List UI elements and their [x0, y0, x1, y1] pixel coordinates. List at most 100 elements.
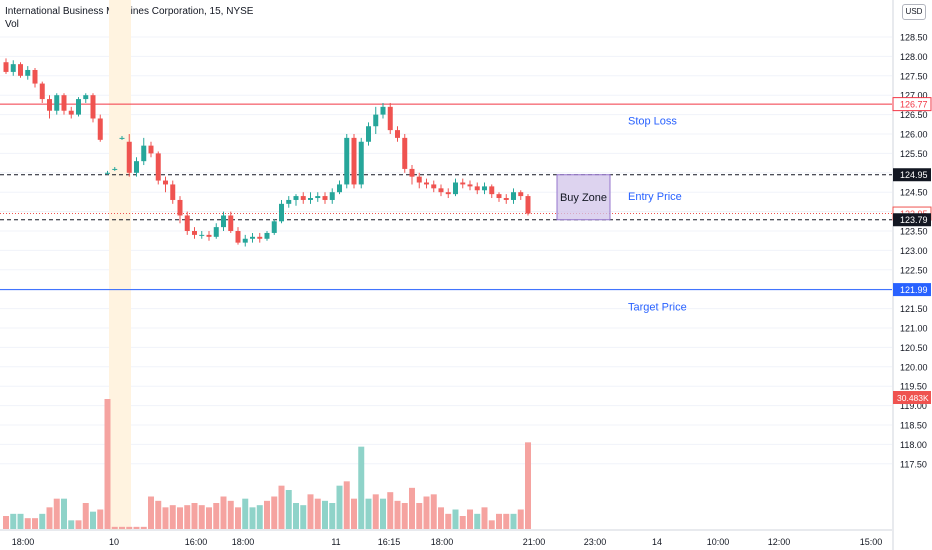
volume-bar: [416, 503, 423, 529]
candle-body: [351, 137, 357, 185]
price-tag-border: [892, 97, 932, 112]
candle-body: [32, 69, 38, 84]
volume-bar: [3, 516, 9, 529]
candle-body: [373, 114, 379, 127]
volume-bar: [365, 498, 372, 529]
candle-body: [511, 192, 516, 200]
candle-body: [344, 137, 350, 185]
candle-body: [25, 69, 31, 76]
time-tick-label: 18:00: [431, 537, 454, 547]
candle-body: [10, 64, 16, 72]
annotations: Stop Loss Entry Price Target Price: [628, 115, 687, 313]
volume-bar: [278, 485, 285, 529]
candle-body: [460, 182, 466, 185]
volume-bars: [3, 399, 531, 529]
time-tick-label: 10:00: [707, 537, 730, 547]
price-tag-text: 124.95: [900, 170, 928, 180]
price-tick-label: 126.00: [900, 130, 928, 140]
time-tick-label: 18:00: [232, 537, 255, 547]
candle-body: [271, 221, 277, 233]
volume-bar: [430, 494, 437, 529]
price-tag-bg: [893, 283, 931, 297]
candle-body: [380, 106, 386, 115]
candle-body: [525, 196, 531, 214]
volume-bar: [293, 503, 299, 529]
price-tick-label: 127.50: [900, 71, 928, 81]
candle-body: [482, 186, 487, 191]
candle-body: [119, 137, 125, 139]
candle-body: [141, 145, 147, 162]
price-tick-label: 119.00: [900, 401, 927, 411]
volume-bar: [242, 498, 249, 529]
candle-body: [170, 184, 176, 200]
candle-body: [235, 231, 241, 243]
volume-bar: [68, 520, 75, 529]
volume-bar: [82, 503, 89, 529]
candle-body: [279, 203, 284, 222]
candle-body: [90, 95, 96, 119]
volume-bar: [467, 509, 473, 529]
volume-bar: [503, 513, 510, 529]
volume-indicator-label[interactable]: Vol: [5, 19, 19, 30]
price-tick-label: 125.50: [900, 149, 928, 159]
currency-button[interactable]: USD: [902, 4, 926, 20]
volume-bar: [235, 507, 241, 529]
candle-body: [358, 141, 364, 185]
volume-bar: [140, 526, 147, 529]
candle-body: [76, 99, 81, 115]
candle-body: [337, 184, 342, 193]
time-axis[interactable]: 18:00 10 16:00 18:00 11 16:15 18:00 21:00 23:00 1…: [0, 529, 892, 547]
volume-bar: [264, 500, 270, 529]
candle-body: [105, 172, 110, 174]
time-tick-label: 16:00: [185, 537, 208, 547]
price-tick-label: 124.50: [900, 188, 928, 198]
candle-body: [83, 95, 89, 100]
volume-bar: [372, 494, 379, 529]
volume-bar: [46, 507, 53, 529]
candle-body: [155, 153, 161, 181]
candle-body: [402, 137, 408, 169]
buy-zone[interactable]: Buy Zone: [556, 174, 611, 221]
volume-bar: [10, 513, 17, 529]
time-tick-label: 15:00: [860, 537, 883, 547]
volume-bar: [126, 526, 133, 529]
candle-body: [329, 192, 335, 200]
candle-body: [97, 118, 103, 140]
volume-bar: [206, 507, 212, 529]
volume-bar: [90, 511, 96, 529]
volume-bar: [336, 485, 343, 529]
candle-body: [112, 168, 118, 170]
volume-bar: [307, 494, 314, 529]
candle-body: [257, 236, 263, 239]
volume-bar: [227, 500, 234, 529]
price-axis[interactable]: 128.50 128.00 127.50 127.00 126.50 126.00 125.…: [892, 0, 928, 550]
time-tick-label: 18:00: [12, 537, 35, 547]
candle-body: [518, 192, 524, 197]
candle-body: [228, 215, 234, 231]
volume-bar: [488, 520, 495, 529]
candle-body: [221, 215, 226, 228]
volume-tag-text: 30.483K: [897, 393, 929, 403]
price-tick-label: 121.50: [900, 304, 928, 314]
time-tick-label: 12:00: [768, 537, 791, 547]
candle-body: [387, 106, 393, 131]
volume-bar: [24, 518, 31, 529]
buy-zone-label: Buy Zone: [560, 192, 607, 204]
horizontal-lines: [0, 103, 892, 291]
volume-bar: [191, 503, 198, 529]
time-tick-label: 23:00: [584, 537, 607, 547]
volume-bar: [438, 507, 444, 529]
candle-body: [489, 186, 495, 195]
candle-body: [18, 64, 23, 76]
candle-body: [286, 199, 292, 204]
candle-body: [61, 95, 67, 111]
candle-body: [192, 231, 197, 235]
volume-bar: [459, 516, 466, 529]
candles: [3, 58, 531, 247]
volume-bar: [409, 487, 415, 529]
volume-bar: [184, 505, 191, 529]
time-tick-label: 16:15: [378, 537, 401, 547]
volume-bar: [510, 513, 517, 529]
